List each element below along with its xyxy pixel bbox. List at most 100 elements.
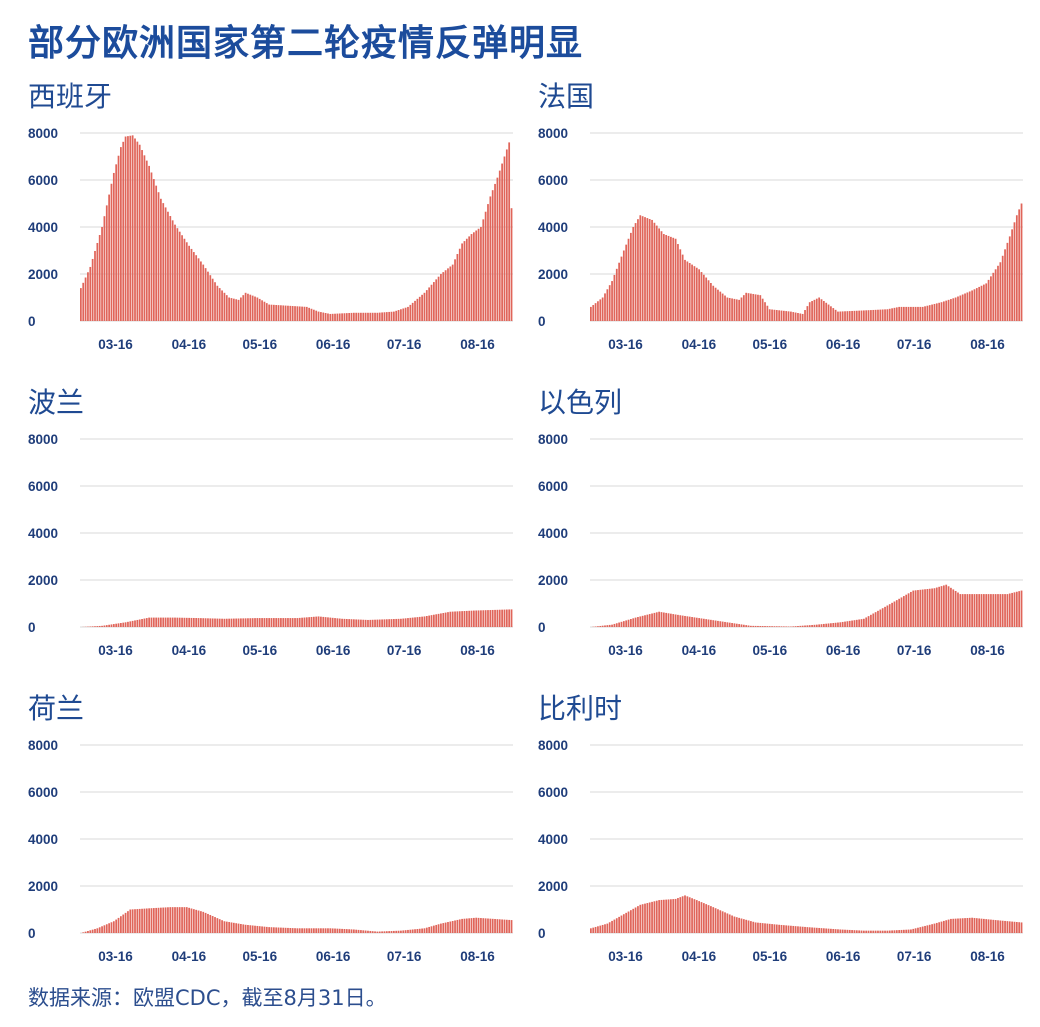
bar (390, 619, 393, 627)
bar (291, 928, 294, 933)
bar (235, 618, 238, 627)
bar (171, 220, 174, 321)
bar (218, 919, 221, 933)
bar (360, 312, 362, 321)
bar (322, 312, 325, 321)
bar (637, 219, 639, 321)
bar (258, 926, 261, 933)
bar (409, 304, 412, 321)
bar (855, 930, 858, 933)
bar (837, 622, 839, 627)
bar (456, 919, 459, 933)
bar (289, 305, 292, 321)
bar (265, 303, 268, 321)
bar (710, 619, 712, 627)
bar (648, 219, 651, 321)
bar (383, 312, 386, 321)
bar (975, 918, 978, 933)
bar (202, 264, 205, 321)
bar (724, 912, 726, 933)
bar (461, 918, 463, 933)
bar (797, 313, 799, 321)
bar (414, 300, 416, 321)
bar (665, 612, 668, 627)
bar (209, 275, 212, 321)
bar (131, 620, 134, 627)
bar (717, 289, 719, 321)
bar (644, 217, 646, 321)
bar (294, 928, 296, 933)
bar (98, 234, 101, 321)
bar (921, 306, 924, 321)
bar (291, 306, 294, 321)
bar (122, 914, 125, 933)
bar (371, 931, 374, 933)
bar (176, 907, 179, 933)
bar (597, 301, 599, 321)
bar (188, 617, 190, 627)
bar (284, 618, 287, 627)
bar (200, 911, 202, 933)
y-tick-label: 0 (538, 926, 546, 941)
bar (893, 930, 896, 933)
bar (717, 620, 719, 627)
bar (959, 295, 962, 321)
bar (660, 231, 663, 321)
x-tick-label: 06-16 (826, 643, 861, 658)
bar (129, 621, 132, 627)
bar (858, 619, 861, 627)
bar (277, 927, 280, 933)
bar (625, 244, 628, 322)
bar (928, 924, 931, 933)
bar (679, 249, 682, 321)
bar (985, 594, 988, 627)
bar (235, 299, 238, 321)
bar (853, 310, 856, 321)
bar (834, 929, 837, 933)
bar (367, 930, 369, 933)
bar (428, 615, 431, 627)
x-tick-label: 05-16 (243, 643, 278, 658)
bar (964, 293, 966, 321)
bar (183, 907, 186, 933)
bar (618, 262, 620, 321)
bar (237, 923, 240, 933)
bar (348, 313, 351, 321)
bar (766, 923, 769, 933)
bar (331, 928, 334, 933)
bar (416, 617, 419, 627)
bar (622, 621, 625, 628)
bar (862, 930, 865, 933)
bar (134, 909, 136, 933)
bar (764, 626, 766, 627)
bar (129, 909, 132, 933)
bar (254, 618, 256, 627)
bar (247, 925, 249, 933)
bar (200, 618, 202, 627)
bar (594, 303, 597, 321)
bar (994, 269, 997, 321)
bar (272, 927, 275, 933)
bar (830, 306, 832, 321)
bar (308, 928, 311, 933)
bar (134, 138, 136, 321)
bar (331, 617, 334, 627)
bar (684, 615, 686, 627)
bar (651, 613, 653, 627)
bar (721, 621, 724, 627)
bar (449, 266, 452, 321)
bar (931, 588, 933, 627)
bar (806, 306, 809, 321)
bar (289, 928, 292, 933)
bar (947, 299, 950, 321)
bar (451, 611, 454, 627)
bar (298, 617, 301, 627)
bar (712, 285, 715, 321)
bar (905, 594, 908, 627)
bar (364, 312, 367, 321)
bar (223, 618, 226, 627)
bar (1006, 921, 1009, 933)
bar (592, 305, 595, 321)
bar (872, 309, 875, 321)
bar (818, 624, 821, 627)
